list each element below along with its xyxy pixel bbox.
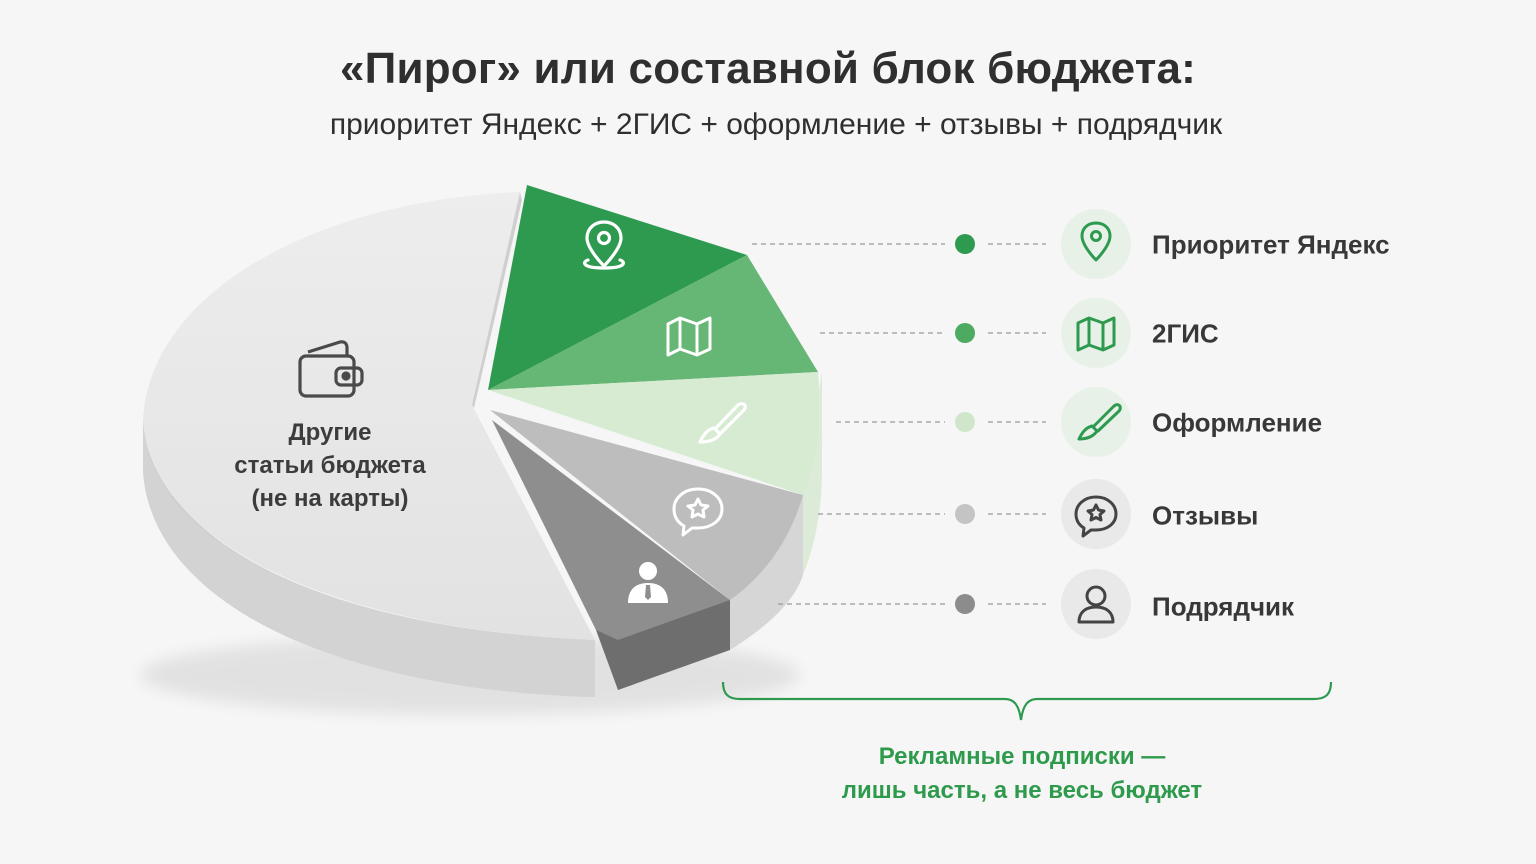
slice-wallet-icon bbox=[298, 340, 364, 398]
slice-map-pin-icon bbox=[583, 220, 625, 270]
pie-slice-contractor bbox=[492, 420, 730, 640]
slice-folded-map-icon bbox=[666, 316, 712, 357]
legend-speech-bubble-star-icon bbox=[1074, 495, 1118, 538]
pie-slice-reviews bbox=[490, 410, 803, 600]
legend-label-design: Оформление bbox=[1152, 407, 1323, 438]
slice-paintbrush-icon bbox=[698, 402, 747, 444]
legend-label-contractor: Подрядчик bbox=[1152, 591, 1295, 622]
legend-brace bbox=[721, 681, 1333, 721]
pie-slice-2gis bbox=[488, 255, 818, 390]
legend-dot-2gis bbox=[955, 323, 975, 343]
legend-icon-circle-2gis bbox=[1061, 298, 1131, 368]
chart-title: «Пирог» или составной блок бюджета: bbox=[339, 44, 1197, 93]
pie-slice-design bbox=[488, 372, 820, 495]
pie-slice-other-cut bbox=[472, 192, 522, 408]
budget-note-line1: Рекламные подписки — bbox=[878, 743, 1166, 770]
other-slice-label-line3: (не на карты) bbox=[251, 485, 409, 512]
legend-paintbrush-icon bbox=[1077, 403, 1122, 441]
chart-subtitle: приоритет Яндекс + 2ГИС + оформление + о… bbox=[329, 108, 1223, 141]
budget-note: Рекламные подписки — лишь часть, а не ве… bbox=[772, 740, 1272, 808]
pie-slice-other-side-face bbox=[143, 420, 595, 697]
pie-slice-other-top bbox=[143, 192, 595, 640]
legend-map-pin-icon bbox=[1080, 221, 1112, 262]
other-slice-label-line2: статьи бюджета bbox=[234, 452, 426, 479]
legend-person-icon bbox=[1077, 585, 1115, 624]
legend-icon-circle-reviews bbox=[1061, 479, 1131, 549]
legend-dot-reviews bbox=[955, 504, 975, 524]
legend-label-reviews: Отзывы bbox=[1152, 500, 1259, 531]
slice-speech-bubble-star-icon bbox=[672, 487, 724, 537]
legend-icon-circle-yandex bbox=[1061, 209, 1131, 279]
other-slice-label-line1: Другие bbox=[288, 419, 372, 446]
legend-label-2gis: 2ГИС bbox=[1152, 318, 1219, 349]
budget-note-line2: лишь часть, а не весь бюджет bbox=[841, 777, 1203, 804]
slice-person-icon bbox=[628, 562, 668, 603]
legend-folded-map-icon bbox=[1076, 316, 1116, 352]
legend-dot-yandex bbox=[955, 234, 975, 254]
legend-label-yandex: Приоритет Яндекс bbox=[1152, 229, 1390, 260]
other-slice-label: Другие статьи бюджета (не на карты) bbox=[200, 416, 460, 515]
legend-dot-contractor bbox=[955, 594, 975, 614]
pie-slice-yandex bbox=[488, 185, 747, 390]
legend-dot-design bbox=[955, 412, 975, 432]
